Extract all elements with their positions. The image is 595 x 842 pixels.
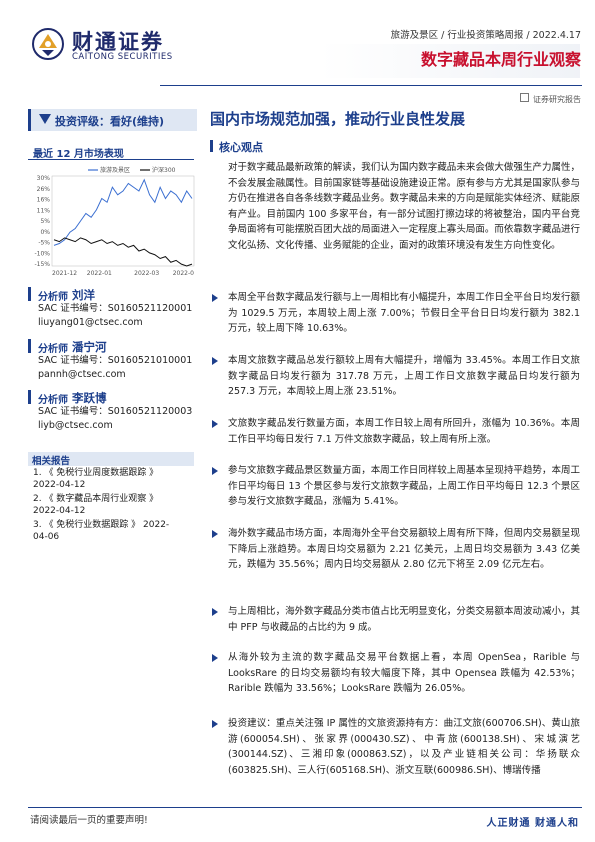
analyst-email[interactable]: pannh@ctsec.com bbox=[38, 369, 126, 380]
diamond-icon bbox=[39, 114, 51, 124]
analyst-divider bbox=[28, 287, 31, 301]
related-title: 相关报告 bbox=[32, 456, 71, 467]
bullet-paragraph: 本周文旅数字藏品总发行额较上周有大幅提升，增幅为 33.45%。本周工作日文旅数… bbox=[228, 355, 580, 397]
logo-text-en: CAITONG SECURITIES bbox=[72, 52, 173, 62]
skyline-decoration bbox=[320, 44, 580, 78]
related-report-date: 2022-04-12 bbox=[33, 506, 86, 516]
x-tick-label: 2022-03 bbox=[134, 270, 159, 277]
chart-frame bbox=[51, 175, 195, 267]
chart-title: 最近 12 月市场表现 bbox=[33, 149, 124, 160]
header-rule bbox=[160, 85, 582, 86]
analyst-name: 李跃博 bbox=[72, 391, 107, 405]
related-report-title[interactable]: 2. 《 数字藏品本周行业观察 》 bbox=[33, 494, 159, 504]
report-type-icon bbox=[520, 93, 529, 102]
analyst-divider bbox=[28, 390, 31, 404]
related-report-title[interactable]: 1. 《 免税行业周度数据跟踪 》 bbox=[33, 468, 159, 478]
x-tick-label: 2022-0 bbox=[173, 270, 194, 277]
bullet-paragraph: 本周全平台数字藏品发行额与上一周相比有小幅提升，本周工作日全平台日均发行额为 1… bbox=[228, 292, 580, 334]
rating-box: 投资评级：看好(维持) bbox=[28, 109, 197, 131]
y-tick-label: 16% bbox=[37, 197, 51, 204]
bullet-paragraph: 文旅数字藏品发行数量方面，本周工作日较上周有所回升，涨幅为 10.36%。本周工… bbox=[228, 418, 580, 445]
y-tick-label: 30% bbox=[37, 175, 51, 182]
company-logo: 财通证券 CAITONG SECURITIES bbox=[30, 24, 180, 64]
series-line bbox=[53, 178, 193, 246]
bullet-marker-icon bbox=[212, 720, 218, 728]
y-tick-label: -10% bbox=[34, 250, 50, 257]
analyst-label: 分析师 bbox=[38, 292, 68, 303]
core-marker bbox=[210, 140, 213, 152]
y-tick-label: 11% bbox=[37, 207, 51, 214]
analyst-email[interactable]: liyb@ctsec.com bbox=[38, 420, 113, 431]
analyst-name: 刘洋 bbox=[72, 288, 95, 302]
bullet-marker-icon bbox=[212, 420, 218, 428]
report-title: 数字藏品本周行业观察 bbox=[420, 50, 581, 69]
y-tick-label: 26% bbox=[37, 186, 51, 193]
analyst-name: 潘宁河 bbox=[72, 340, 107, 354]
x-tick-label: 2021-12 bbox=[52, 270, 77, 277]
bullet-marker-icon bbox=[212, 467, 218, 475]
report-type-badge: 证券研究报告 bbox=[520, 93, 581, 105]
bullet-marker-icon bbox=[212, 654, 218, 662]
legend-label: 旅游及景区 bbox=[100, 166, 130, 174]
market-performance-chart: 30% 26% 16% 11% 5% 0% -5% -10% -15% 2021-12 2022-… bbox=[34, 166, 195, 277]
bullet-marker-icon bbox=[212, 357, 218, 365]
core-label: 核心观点 bbox=[219, 141, 263, 154]
logo-mark-icon bbox=[32, 28, 64, 60]
rating-text: 投资评级：看好(维持) bbox=[55, 115, 165, 128]
bullet-paragraph: 海外数字藏品市场方面，本周海外全平台交易额较上周有所下降，但周内交易额呈现下降后… bbox=[228, 528, 580, 570]
bullet-marker-icon bbox=[212, 608, 218, 616]
intro-paragraph: 对于数字藏品最新政策的解读，我们认为国内数字藏品未来会做大做强生产力属性，不会发… bbox=[228, 162, 580, 251]
disclaimer-note: 请阅读最后一页的重要声明! bbox=[30, 815, 148, 826]
analyst-cert: SAC 证书编号：S0160521010001 bbox=[38, 355, 193, 366]
y-tick-label: -15% bbox=[34, 261, 50, 268]
related-report-date: 04-06 bbox=[33, 532, 60, 542]
bullet-paragraph: 与上周相比，海外数字藏品分类市值占比无明显变化，分类交易额本周波动减小，其中 P… bbox=[228, 606, 580, 633]
logo-text-cn: 财通证券 bbox=[72, 30, 164, 54]
related-report-date: 2022-04-12 bbox=[33, 480, 86, 490]
bullet-marker-icon bbox=[212, 530, 218, 538]
analyst-cert: SAC 证书编号：S0160521120003 bbox=[38, 406, 193, 417]
x-tick-label: 2022-01 bbox=[87, 270, 112, 277]
analyst-cert: SAC 证书编号：S0160521120001 bbox=[38, 303, 193, 314]
main-headline: 国内市场规范加强，推动行业良性发展 bbox=[210, 110, 466, 128]
related-report-title[interactable]: 3. 《 免税行业数据跟踪 》 2022- bbox=[33, 520, 170, 530]
related-header: 相关报告 bbox=[28, 452, 194, 467]
y-tick-label: -5% bbox=[38, 240, 50, 247]
analyst-label: 分析师 bbox=[38, 395, 68, 406]
analyst-label: 分析师 bbox=[38, 344, 68, 355]
footer-rule bbox=[28, 807, 582, 808]
report-type-label: 证券研究报告 bbox=[533, 95, 581, 104]
legend-label: 沪深300 bbox=[152, 166, 176, 174]
analyst-divider bbox=[28, 339, 31, 353]
footer-slogan: 人正财通 财通人和 bbox=[486, 818, 579, 829]
bullet-paragraph: 从海外较为主流的数字藏品交易平台数据上看，本周 OpenSea，Rarible … bbox=[228, 652, 580, 694]
bullet-paragraph: 投资建议：重点关注强 IP 属性的文旅资源持有方：曲江文旅(600706.SH)… bbox=[228, 718, 580, 776]
analyst-email[interactable]: liuyang01@ctsec.com bbox=[38, 317, 143, 328]
y-tick-label: 5% bbox=[40, 218, 50, 225]
y-tick-label: 0% bbox=[40, 229, 50, 236]
chart-title-underline bbox=[28, 159, 194, 160]
series-line bbox=[53, 237, 193, 267]
bullet-marker-icon bbox=[212, 294, 218, 302]
report-meta: 旅游及景区 / 行业投资策略周报 / 2022.4.17 bbox=[390, 30, 581, 41]
bullet-paragraph: 参与文旅数字藏品景区数量方面，本周工作日同样较上周基本呈现持平趋势，本周工作日平… bbox=[228, 465, 580, 507]
